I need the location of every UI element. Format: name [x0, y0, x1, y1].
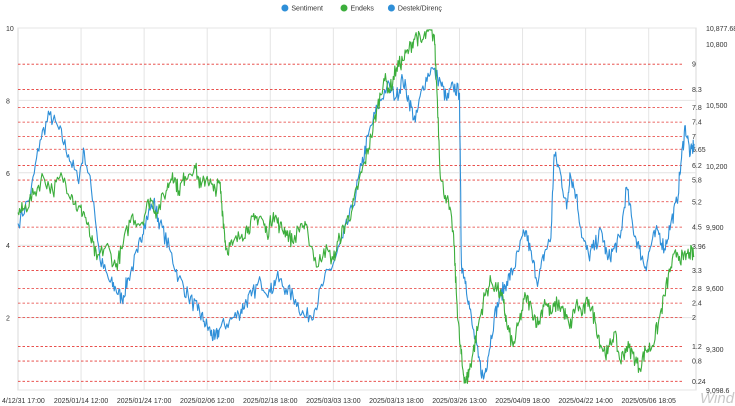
series-lines — [17, 29, 695, 384]
sr-level-label: 2.8 — [692, 286, 702, 293]
sr-level-label: 1.2 — [692, 344, 702, 351]
x-tick-label: 2025/02/06 12:00 — [180, 398, 235, 405]
legend-label: Endeks — [351, 6, 375, 13]
y-right-tick-label: 10,500 — [706, 103, 728, 110]
axes: 4/12/31 17:00 2025/01/14 12:00 2025/01/24 … — [2, 26, 735, 405]
legend-marker — [340, 4, 348, 12]
series-line-endeks — [17, 29, 695, 384]
y-left-tick-label: 4 — [6, 243, 10, 250]
x-tick-label: 2025/05/06 18:05 — [621, 398, 676, 405]
sr-level-label: 5.8 — [692, 178, 702, 185]
sr-level-label: 7 — [692, 134, 696, 141]
x-tick-label: 2025/01/24 17:00 — [117, 398, 172, 405]
series-line-sentiment — [17, 67, 695, 380]
y-left-tick-label: 10 — [6, 26, 14, 33]
sr-level-label: 0.24 — [692, 379, 706, 386]
sr-level-label: 6.2 — [692, 163, 702, 170]
plot-frame — [17, 27, 697, 391]
y-right-tick-label: 9,600 — [706, 286, 724, 293]
x-tick-label: 2025/03/26 13:00 — [432, 398, 487, 405]
x-tick-label: 4/12/31 17:00 — [2, 398, 45, 405]
y-right-tick-label: 9,098.6 — [706, 388, 729, 395]
sr-level-label: 9 — [692, 62, 696, 69]
x-tick-label: 2025/03/13 18:00 — [369, 398, 424, 405]
sr-level-label: 7.8 — [692, 105, 702, 112]
y-left-tick-label: 6 — [6, 171, 10, 178]
sr-level-label: 5.2 — [692, 199, 702, 206]
x-tick-label: 2025/02/18 18:00 — [243, 398, 298, 405]
legend-marker — [281, 4, 289, 12]
sr-level-label: 2.4 — [692, 301, 702, 308]
sr-level-label: 3.3 — [692, 268, 702, 275]
sr-level-label: 4.5 — [692, 225, 702, 232]
sr-level-label: 3.96 — [692, 244, 706, 251]
sr-level-label: 6.65 — [692, 147, 706, 154]
legend-label: Sentiment — [291, 6, 323, 13]
y-right-tick-label: 10,877.68 — [706, 26, 735, 33]
sr-level-label: 2 — [692, 315, 696, 322]
y-left-tick-label: 8 — [6, 98, 10, 105]
x-tick-label: 2025/01/14 12:00 — [54, 398, 109, 405]
y-right-tick-label: 10,800 — [706, 42, 728, 49]
grid-lines — [17, 27, 697, 391]
legend: Sentiment Endeks Destek/Direnç — [281, 4, 442, 13]
watermark: Wind — [700, 390, 735, 406]
sr-level-label: 0.8 — [692, 359, 702, 366]
y-right-tick-label: 9,900 — [706, 225, 724, 232]
sr-level-label: 7.4 — [692, 120, 702, 127]
x-tick-label: 2025/03/03 13:00 — [306, 398, 361, 405]
y-right-tick-label: 9,300 — [706, 347, 724, 354]
legend-label: Destek/Direnç — [398, 6, 442, 13]
y-left-tick-label: 2 — [6, 316, 10, 323]
x-tick-label: 2025/04/09 18:00 — [495, 398, 550, 405]
legend-marker — [387, 4, 395, 12]
x-tick-label: 2025/04/22 14:00 — [558, 398, 613, 405]
sr-level-label: 8.3 — [692, 87, 702, 94]
support-resistance-lines: 0.24 0.8 1.2 2 2.4 2.8 3.3 3.96 4.5 5.2 5.8 6.2 6.65… — [18, 62, 706, 386]
y-right-tick-label: 10,200 — [706, 164, 728, 171]
